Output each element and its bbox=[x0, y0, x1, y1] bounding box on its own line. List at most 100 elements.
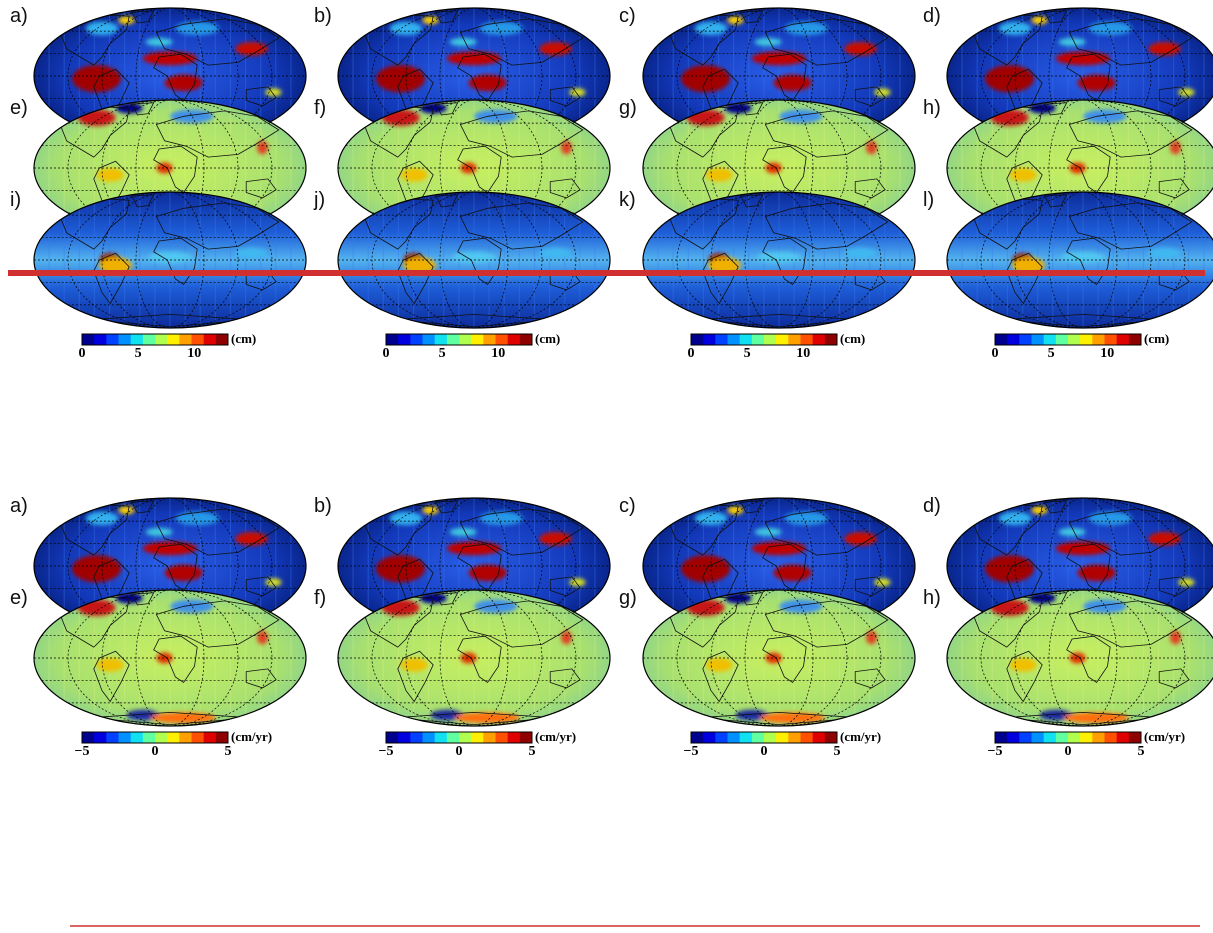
coastline bbox=[131, 10, 155, 24]
map-panel: h) −5 0 5(cm/yr) bbox=[923, 587, 1213, 759]
colorbar-swatch bbox=[179, 334, 192, 345]
anomaly-blob bbox=[474, 109, 518, 124]
meridian-line bbox=[744, 590, 814, 726]
panel-label: f) bbox=[314, 587, 326, 609]
meridian-line bbox=[67, 498, 273, 634]
meridian-line bbox=[676, 192, 882, 328]
panel-label: a) bbox=[10, 5, 28, 27]
anomaly-blob bbox=[1088, 21, 1132, 36]
anomaly-blob bbox=[1148, 247, 1181, 259]
anomaly-blob bbox=[430, 709, 464, 721]
anomaly-blob bbox=[1178, 578, 1195, 587]
anomaly-blob bbox=[145, 37, 173, 47]
coastline bbox=[457, 237, 502, 286]
colorbar-tick-label: 0 bbox=[456, 744, 463, 759]
colorbar-swatch bbox=[1128, 732, 1142, 743]
panel-label: i) bbox=[10, 189, 21, 211]
meridian-line bbox=[101, 100, 239, 236]
meridian-line bbox=[710, 590, 848, 726]
anomaly-blob bbox=[757, 251, 801, 263]
meridian-line bbox=[1048, 8, 1118, 144]
coastline bbox=[131, 500, 155, 514]
colorbar-frame bbox=[81, 731, 229, 744]
colorbar-swatch bbox=[386, 334, 399, 345]
colorbar-tick-label: −5 bbox=[75, 744, 90, 759]
map-outline bbox=[337, 191, 611, 329]
coastline bbox=[435, 102, 459, 116]
colorbar-frame bbox=[690, 731, 838, 744]
colorbar-swatch bbox=[434, 334, 448, 345]
anomaly-blob bbox=[735, 709, 769, 721]
colorbar-swatch bbox=[167, 334, 180, 345]
anomaly-blob bbox=[235, 532, 268, 546]
colorbar-swatch bbox=[751, 732, 765, 743]
colorbar-swatch bbox=[483, 732, 496, 743]
colorbar-tick-label: 10 bbox=[1100, 346, 1114, 361]
meridian-line bbox=[1048, 498, 1118, 634]
colorbar-swatch bbox=[118, 732, 132, 743]
meridian-line bbox=[980, 192, 1186, 328]
anomaly-blob bbox=[569, 578, 586, 587]
colorbar-swatch bbox=[727, 334, 741, 345]
map-panel: i) 0 5 10 (cm) bbox=[10, 189, 307, 361]
coastline bbox=[1068, 110, 1193, 158]
colorbar-swatch bbox=[507, 732, 521, 743]
anomaly-blob bbox=[1009, 168, 1037, 182]
colorbar-swatch bbox=[1007, 334, 1020, 345]
colorbar-swatch bbox=[471, 732, 484, 743]
coastline bbox=[764, 110, 889, 158]
anomaly-blob bbox=[874, 578, 891, 587]
meridian-line bbox=[135, 590, 205, 726]
colorbar-frame bbox=[385, 731, 533, 744]
anomaly-blob bbox=[705, 168, 733, 182]
graticule bbox=[338, 8, 610, 144]
colorbar-swatch bbox=[703, 334, 716, 345]
graticule bbox=[643, 100, 915, 236]
coastline bbox=[764, 508, 889, 556]
anomaly-blob bbox=[376, 555, 426, 583]
anomaly-blob bbox=[1031, 506, 1048, 515]
anomaly-blob bbox=[539, 247, 572, 259]
coastline bbox=[1068, 202, 1193, 250]
colorbar-swatch bbox=[1055, 732, 1069, 743]
colorbar-tick-label: 0 bbox=[992, 346, 999, 361]
coastline bbox=[459, 18, 584, 66]
colorbar-swatch bbox=[179, 732, 192, 743]
anomaly-blob bbox=[998, 21, 1032, 36]
colorbar-swatch bbox=[1104, 732, 1118, 743]
colorbar-swatch bbox=[1128, 334, 1142, 345]
coastline bbox=[762, 635, 807, 684]
anomaly-blob bbox=[72, 555, 122, 583]
colorbar-swatch bbox=[824, 334, 838, 345]
colorbar-swatch bbox=[483, 334, 496, 345]
coastline bbox=[762, 237, 807, 286]
meridian-line bbox=[405, 192, 543, 328]
map-body bbox=[338, 192, 610, 328]
graticule bbox=[947, 100, 1213, 236]
anomaly-blob bbox=[422, 16, 439, 25]
colorbar-swatch bbox=[155, 732, 168, 743]
map-body bbox=[947, 590, 1213, 726]
anomaly-blob bbox=[1083, 599, 1127, 614]
anomaly-blob bbox=[681, 65, 731, 93]
panel-label: j) bbox=[313, 189, 325, 211]
colorbar-swatch bbox=[1007, 732, 1020, 743]
meridian-line bbox=[676, 8, 882, 144]
colorbar-swatch bbox=[812, 732, 826, 743]
anomaly-blob bbox=[1178, 88, 1195, 97]
colorbar-frame bbox=[994, 731, 1142, 744]
colorbar-swatch bbox=[155, 334, 168, 345]
meridian-line bbox=[67, 100, 273, 236]
colorbar-swatch bbox=[1080, 334, 1093, 345]
coastline bbox=[740, 10, 764, 24]
coastline bbox=[397, 650, 434, 703]
panel-label: d) bbox=[923, 5, 941, 27]
anomaly-blob bbox=[389, 21, 423, 36]
anomaly-blob bbox=[1058, 37, 1086, 47]
colorbar-swatch bbox=[715, 334, 728, 345]
meridian-line bbox=[371, 498, 577, 634]
colorbar-unit-label: (cm) bbox=[1144, 331, 1169, 346]
panel-label: g) bbox=[619, 587, 637, 609]
anomaly-blob bbox=[170, 109, 214, 124]
map-outline bbox=[642, 589, 916, 727]
